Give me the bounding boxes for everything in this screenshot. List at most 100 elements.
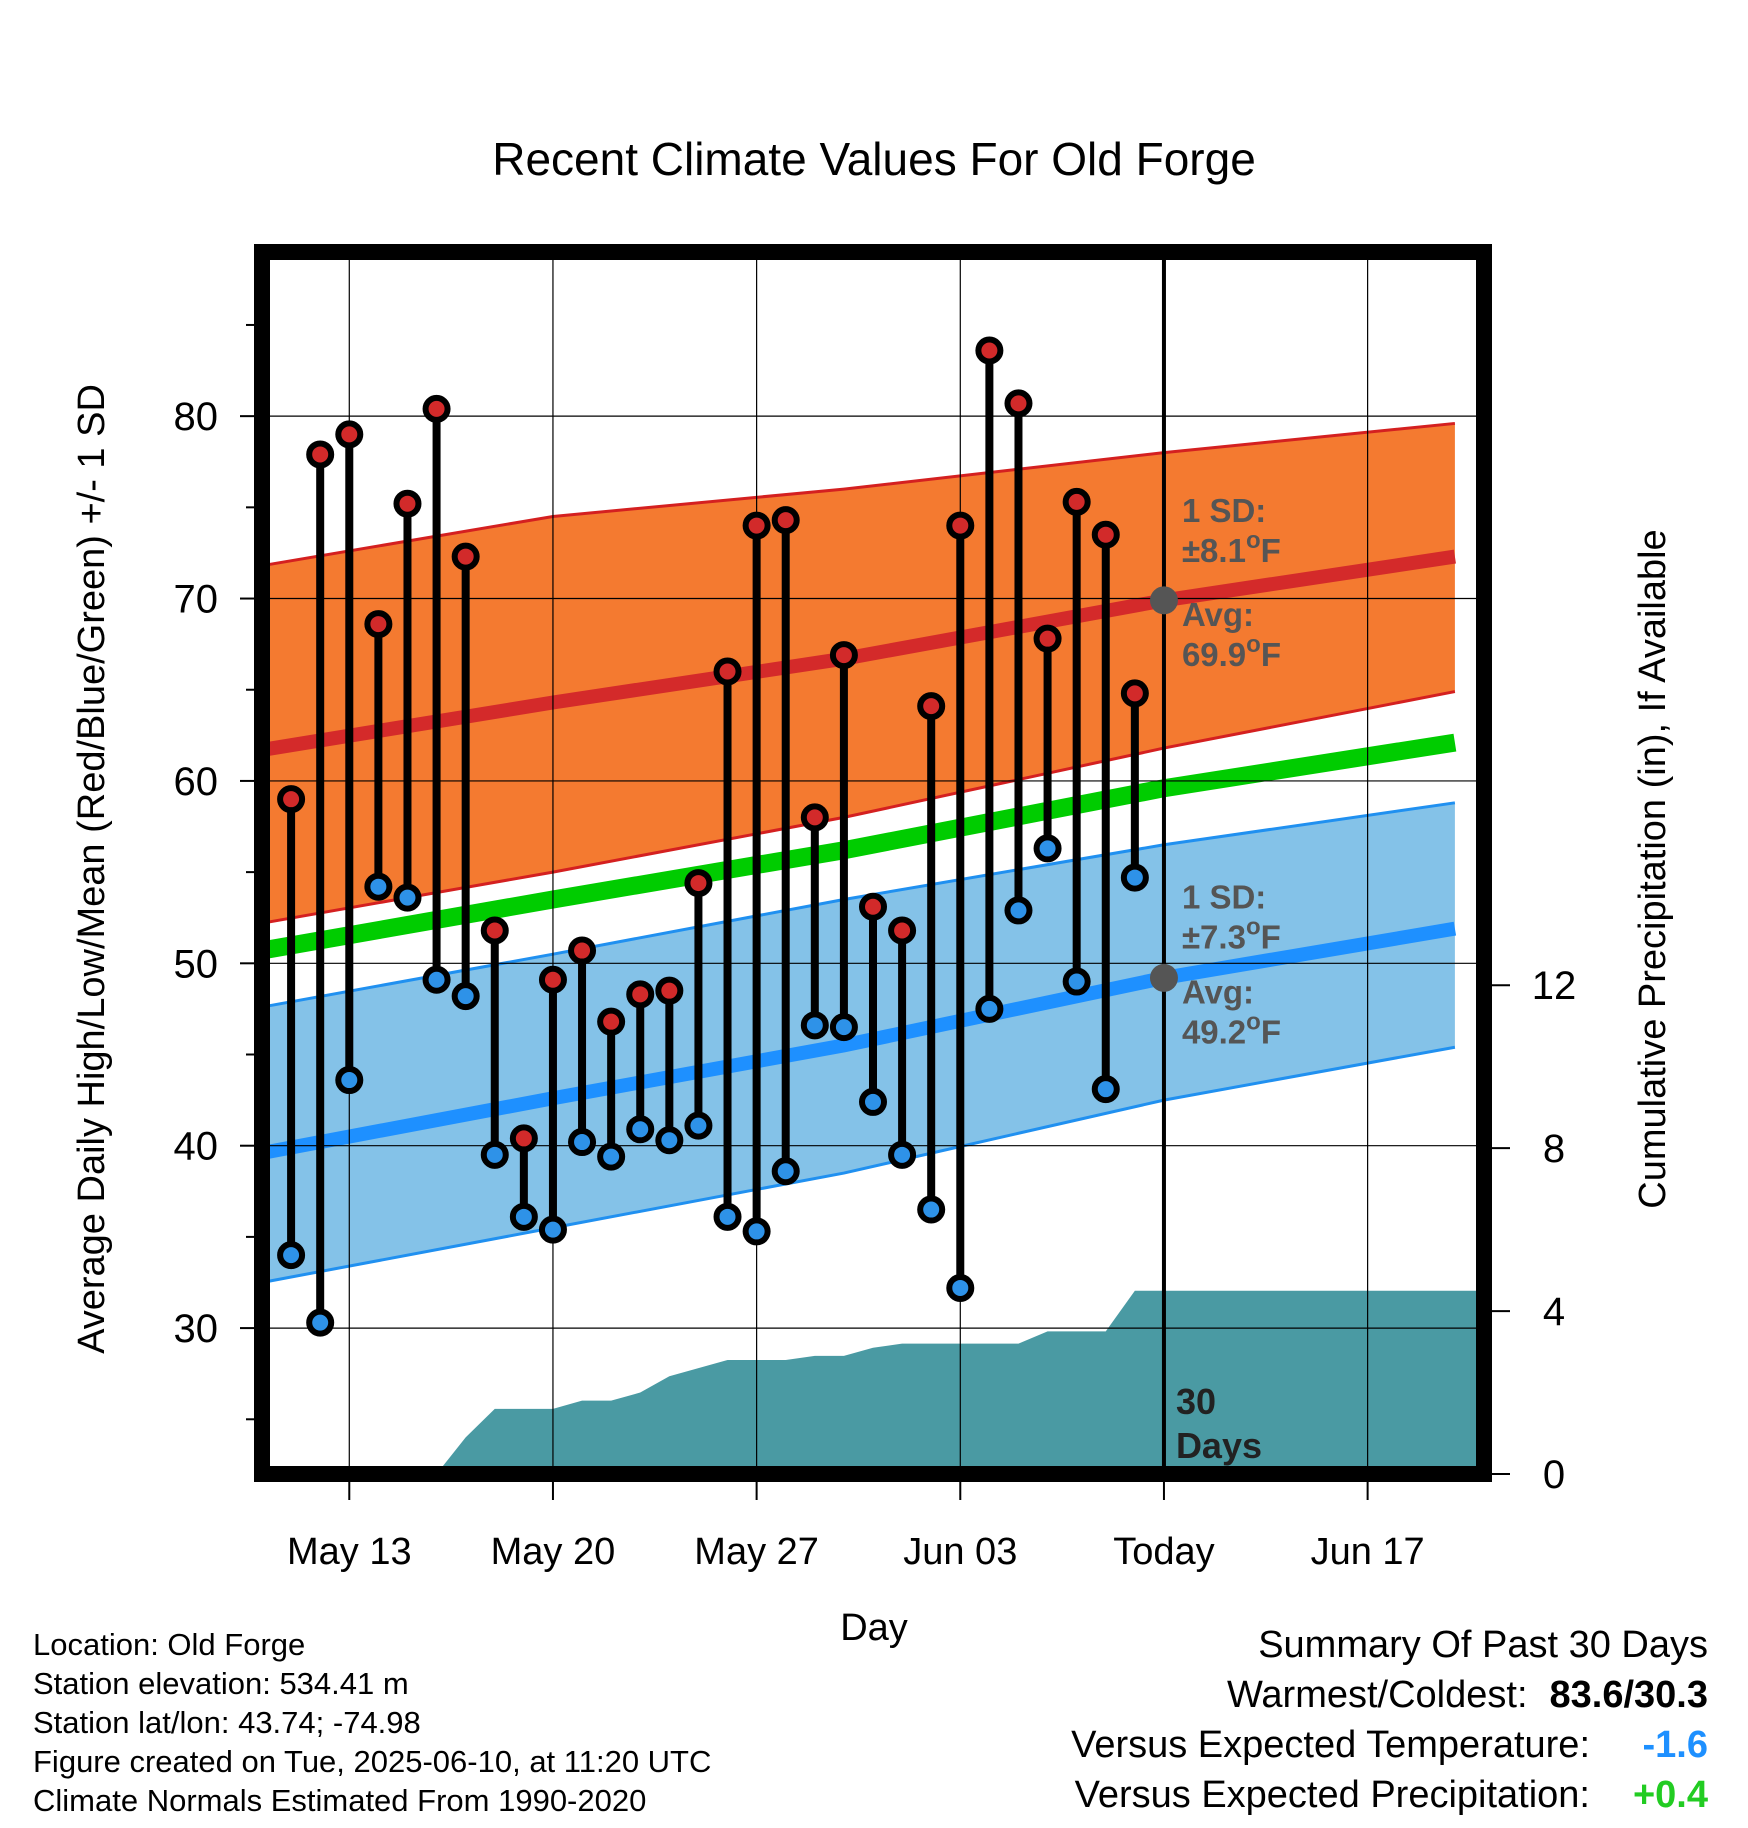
x-tick-label: May 20 xyxy=(491,1531,616,1573)
y2-tick-label: 8 xyxy=(1543,1127,1565,1171)
daily-high-dot xyxy=(568,936,597,965)
daily-high-dot xyxy=(509,1124,538,1153)
daily-low-dot xyxy=(480,1140,509,1169)
daily-high-dot xyxy=(451,542,480,571)
temp-value: -1.6 xyxy=(1642,1724,1708,1766)
low-sd-annotation: 1 SD: xyxy=(1182,879,1266,916)
daily-low-dot xyxy=(306,1308,335,1337)
precip-value: +0.4 xyxy=(1632,1774,1708,1816)
summary-heading: Summary Of Past 30 Days xyxy=(1258,1624,1708,1666)
normals-text: Climate Normals Estimated From 1990-2020 xyxy=(33,1783,647,1818)
daily-low-dot xyxy=(800,1011,829,1040)
summary-precip-row: Versus Expected Precipitation: +0.4 xyxy=(1071,1770,1708,1820)
daily-low-dot xyxy=(364,872,393,901)
high-sd-annotation: ±8.1oF xyxy=(1182,527,1281,569)
warmest-label: Warmest/Coldest: xyxy=(1226,1674,1528,1716)
daily-high-dot xyxy=(422,394,451,423)
today-days-label: Days xyxy=(1176,1425,1262,1466)
x-tick-label: Today xyxy=(1113,1531,1214,1573)
daily-high-dot xyxy=(800,803,829,832)
daily-low-dot xyxy=(597,1142,626,1171)
daily-low-dot xyxy=(1004,896,1033,925)
daily-low-dot xyxy=(713,1202,742,1231)
daily-low-dot xyxy=(626,1115,655,1144)
daily-high-dot xyxy=(393,489,422,518)
daily-high-dot xyxy=(335,420,364,449)
high-sd-band xyxy=(262,423,1455,924)
daily-high-dot xyxy=(277,785,306,814)
summary-temp-row: Versus Expected Temperature: -1.6 xyxy=(1071,1720,1708,1770)
plot-frame xyxy=(254,244,1492,1482)
daily-low-dot xyxy=(422,965,451,994)
summary-panel: Summary Of Past 30 Days Warmest/Coldest:… xyxy=(1071,1620,1708,1820)
y-tick-label: 30 xyxy=(174,1307,219,1351)
daily-low-dot xyxy=(538,1215,567,1244)
x-axis-label: Day xyxy=(840,1607,908,1649)
location-text: Location: Old Forge xyxy=(33,1627,306,1662)
daily-high-dot xyxy=(538,965,567,994)
daily-high-dot xyxy=(829,641,858,670)
daily-high-dot xyxy=(1004,389,1033,418)
low-avg-annotation: 49.2oF xyxy=(1182,1008,1281,1050)
low-band-lower-edge xyxy=(261,1045,1456,1284)
daily-low-dot xyxy=(771,1157,800,1186)
x-tick-label: Jun 03 xyxy=(903,1531,1017,1573)
daily-high-dot xyxy=(655,976,684,1005)
daily-high-dot xyxy=(946,511,975,540)
high-band-upper-edge xyxy=(261,421,1456,568)
precip-label: Versus Expected Precipitation: xyxy=(1074,1774,1590,1816)
daily-low-dot xyxy=(1062,967,1091,996)
daily-high-dot xyxy=(306,440,335,469)
temp-label: Versus Expected Temperature: xyxy=(1071,1724,1590,1766)
today-high-avg-marker xyxy=(1149,586,1178,615)
x-tick-label: May 27 xyxy=(694,1531,819,1573)
daily-low-dot xyxy=(742,1217,771,1246)
x-tick-label: May 13 xyxy=(287,1531,412,1573)
y-tick-label: 60 xyxy=(174,760,219,804)
daily-low-dot xyxy=(946,1273,975,1302)
daily-low-dot xyxy=(1091,1075,1120,1104)
daily-high-dot xyxy=(626,980,655,1009)
high-sd-annotation: 1 SD: xyxy=(1182,492,1266,529)
y2-tick-label: 0 xyxy=(1543,1453,1565,1497)
daily-high-dot xyxy=(917,692,946,721)
daily-low-dot xyxy=(859,1087,887,1116)
daily-low-dot xyxy=(684,1111,713,1140)
daily-high-dot xyxy=(480,916,509,945)
daily-high-dot xyxy=(684,869,713,898)
daily-high-dot xyxy=(859,892,887,921)
daily-low-dot xyxy=(1033,834,1062,863)
y2-axis-label: Cumulative Precipitation (in), If Availa… xyxy=(1632,529,1674,1208)
daily-high-dot xyxy=(1091,520,1120,549)
low-avg-line xyxy=(260,921,1457,1160)
daily-low-dot xyxy=(1120,863,1149,892)
today-days-label: 30 xyxy=(1176,1381,1216,1422)
daily-low-dot xyxy=(888,1140,917,1169)
daily-high-dot xyxy=(771,506,800,535)
daily-low-dot xyxy=(277,1241,306,1270)
high-avg-annotation: Avg: xyxy=(1182,596,1254,633)
y2-tick-label: 12 xyxy=(1532,964,1577,1008)
daily-low-dot xyxy=(829,1013,858,1042)
low-sd-annotation: ±7.3oF xyxy=(1182,914,1281,956)
summary-warmest-row: Warmest/Coldest: 83.6/30.3 xyxy=(1071,1670,1708,1720)
daily-low-dot xyxy=(655,1126,684,1155)
high-avg-annotation: 69.9oF xyxy=(1182,631,1281,673)
today-low-avg-marker xyxy=(1149,963,1178,992)
daily-high-dot xyxy=(1062,487,1091,516)
daily-high-dot xyxy=(888,916,917,945)
y-tick-label: 70 xyxy=(174,578,219,622)
daily-high-dot xyxy=(1120,679,1149,708)
daily-low-dot xyxy=(451,982,480,1011)
station-info: Location: Old Forge Station elevation: 5… xyxy=(33,1625,711,1820)
latlon-text: Station lat/lon: 43.74; -74.98 xyxy=(33,1705,421,1740)
daily-high-dot xyxy=(364,610,393,639)
x-tick-label: Jun 17 xyxy=(1311,1531,1425,1573)
daily-low-dot xyxy=(917,1195,946,1224)
daily-low-dot xyxy=(335,1066,364,1095)
y-tick-label: 80 xyxy=(174,395,219,439)
daily-high-dot xyxy=(742,511,771,540)
daily-low-dot xyxy=(568,1128,597,1157)
